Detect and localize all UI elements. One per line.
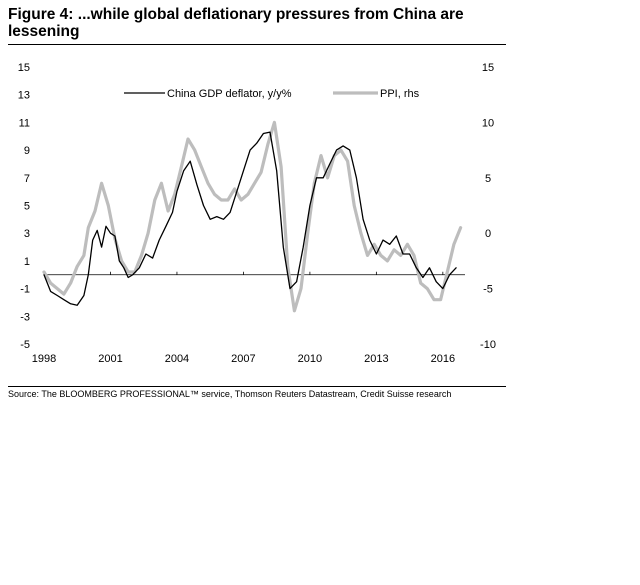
series-line-ppi xyxy=(42,120,463,313)
x-tick-label: 2007 xyxy=(231,353,255,365)
y-right-tick-label: -5 xyxy=(483,284,493,296)
legend: China GDP deflator, y/y% PPI, rhs xyxy=(124,88,420,100)
axis-layer: 1998 2001 2004 2007 2010 2013 2016 15 13 11 9 7 5 3 1 -… xyxy=(18,62,496,365)
source-rule xyxy=(8,386,506,387)
x-tick-label: 2010 xyxy=(298,353,322,365)
figure-title: Figure 4: ...while global deflationary p… xyxy=(8,6,464,40)
deflator-ppi-line-chart: 1998 2001 2004 2007 2010 2013 2016 15 13 11 9 7 5 3 1 -… xyxy=(18,62,496,365)
y-left-tick-label: 11 xyxy=(19,117,30,129)
x-tick-label: 1998 xyxy=(32,353,56,365)
x-tick-label: 2013 xyxy=(364,353,388,365)
y-left-tick-label: 9 xyxy=(24,145,30,157)
x-tick-label: 2001 xyxy=(98,353,122,365)
y-left-tick-label: -5 xyxy=(20,339,30,351)
y-left-tick-label: 5 xyxy=(24,201,30,213)
series-line-gdp-deflator xyxy=(43,131,457,306)
y-left-tick-label: 1 xyxy=(24,256,30,268)
y-left-tick-label: 3 xyxy=(24,228,30,240)
series-layer xyxy=(42,120,463,313)
y-right-tick-label: 0 xyxy=(485,228,491,240)
y-left-tick-label: 13 xyxy=(18,90,30,102)
source-note: Source: The BLOOMBERG PROFESSIONAL™ serv… xyxy=(8,389,452,399)
x-tick-label: 2016 xyxy=(431,353,455,365)
legend-label-ppi: PPI, rhs xyxy=(380,88,420,100)
y-left-tick-label: -3 xyxy=(20,311,30,323)
y-left-tick-label: 7 xyxy=(24,173,30,185)
x-tick-label: 2004 xyxy=(165,353,189,365)
y-left-tick-label: -1 xyxy=(20,284,30,296)
y-right-tick-label: 5 xyxy=(485,173,491,185)
y-right-tick-label: -10 xyxy=(480,339,496,351)
y-left-tick-label: 15 xyxy=(18,62,30,74)
title-rule xyxy=(8,44,506,45)
y-right-tick-label: 10 xyxy=(482,117,494,129)
y-right-tick-label: 15 xyxy=(482,62,494,74)
legend-label-gdp-deflator: China GDP deflator, y/y% xyxy=(167,88,292,100)
